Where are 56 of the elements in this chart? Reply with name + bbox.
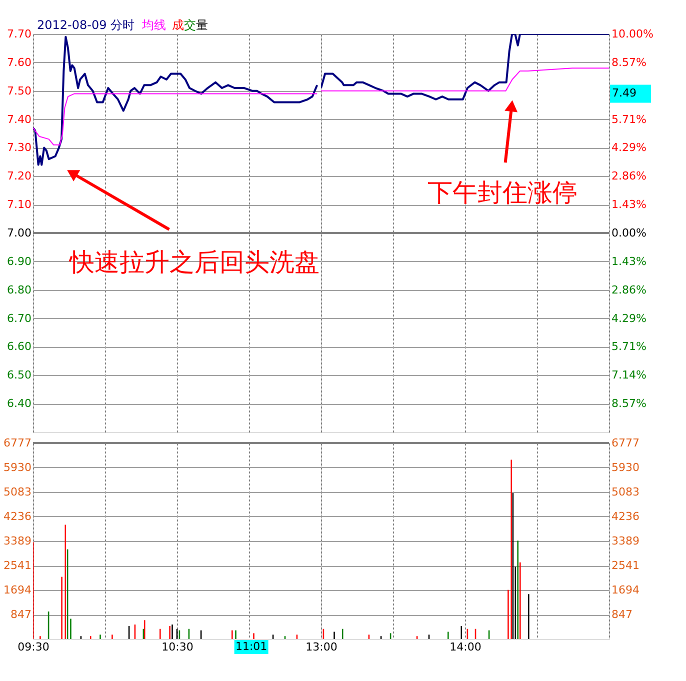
y-tick-label: 7.40 <box>7 112 32 126</box>
y-tick-label: 5930 <box>4 460 32 474</box>
y-tick-label: 5083 <box>4 485 32 498</box>
y-tick-label: 7.20 <box>7 170 32 183</box>
y-tick-label: 7.30 <box>7 141 32 154</box>
x-tick-label: 09:30 <box>18 640 50 654</box>
x-tick-label: 10:30 <box>162 640 194 654</box>
text: 4.29% <box>612 312 646 325</box>
line-series <box>33 36 318 166</box>
text: 8.57% <box>612 397 646 410</box>
annotation: 下午封住涨停 <box>427 178 578 208</box>
y2-tick-label: 1694 <box>612 584 640 597</box>
y2-tick-label: 3389 <box>612 534 640 548</box>
y-tick-label: 6.70 <box>7 312 32 325</box>
annotation: 快速拉升之后回头洗盘 <box>68 247 320 276</box>
y-tick-label: 6.90 <box>7 254 32 268</box>
text: 1.43% <box>612 198 646 212</box>
line-series <box>33 93 318 146</box>
y-tick-label: 7.70 <box>7 28 32 40</box>
annotation: 11:01 <box>235 640 268 653</box>
text: 10.00% <box>612 28 654 40</box>
text: 7.49 <box>612 86 636 100</box>
y2-tick-label: 4236 <box>612 510 640 523</box>
y-tick-label: 1694 <box>4 584 32 597</box>
text: 0.00% <box>612 226 646 240</box>
x-tick-label: 14:00 <box>450 640 482 654</box>
y-tick-label: 4236 <box>4 510 32 523</box>
text: 8.57% <box>612 56 646 69</box>
text: 成交量 <box>172 18 208 32</box>
text: 1.43% <box>612 254 646 268</box>
chart-title: 2012-08-09 分时 <box>37 18 135 32</box>
y-tick-label: 6777 <box>4 436 32 450</box>
y-tick-label: 6.40 <box>7 397 32 410</box>
text: 均线 <box>140 18 166 32</box>
y-tick-label: 3389 <box>4 534 32 548</box>
y-tick-label: 6.80 <box>7 283 32 296</box>
y-tick-label: 7.60 <box>7 56 32 69</box>
text: 4.29% <box>612 141 646 154</box>
text: 2.86% <box>612 283 646 296</box>
text: 5.71% <box>612 340 646 354</box>
y2-tick-label: 847 <box>612 608 632 622</box>
y2-tick-label: 5930 <box>612 460 640 474</box>
y2-tick-label: 5083 <box>612 485 640 498</box>
text: 5.71% <box>612 112 646 126</box>
y2-tick-label: 2541 <box>612 559 640 572</box>
text: 7.14% <box>612 368 646 382</box>
text: 2.86% <box>612 170 646 183</box>
y-tick-label: 6.60 <box>7 340 32 354</box>
y-tick-label: 7.10 <box>7 198 32 212</box>
y-tick-label: 847 <box>10 608 32 622</box>
y-tick-label: 7.00 <box>7 226 32 240</box>
x-tick-label: 13:00 <box>306 640 338 654</box>
y-tick-label: 7.50 <box>7 84 32 98</box>
y-tick-label: 2541 <box>4 559 32 572</box>
y2-tick-label: 6777 <box>612 436 640 450</box>
y-tick-label: 6.50 <box>7 368 32 382</box>
